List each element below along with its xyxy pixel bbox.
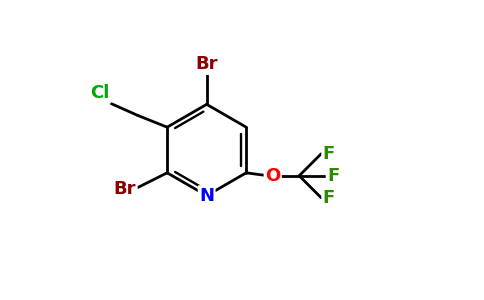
Text: F: F: [323, 189, 335, 207]
Text: Br: Br: [196, 56, 218, 74]
Text: Cl: Cl: [91, 84, 110, 102]
Text: F: F: [327, 167, 339, 185]
Text: F: F: [323, 145, 335, 163]
Text: N: N: [199, 187, 214, 205]
Text: O: O: [265, 167, 280, 185]
Text: Br: Br: [114, 180, 136, 198]
